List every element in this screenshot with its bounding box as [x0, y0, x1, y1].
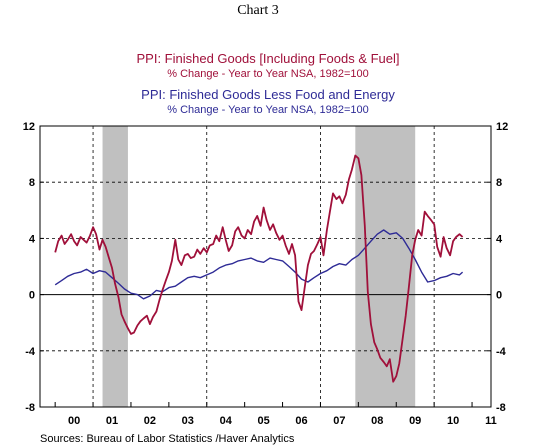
series-2-title: PPI: Finished Goods Less Food and Energy — [141, 87, 395, 102]
x-tick-label: 08 — [371, 415, 383, 427]
x-tick-label: 06 — [295, 415, 307, 427]
x-tick-label: 07 — [333, 415, 345, 427]
y-tick-label-right: 12 — [496, 121, 508, 133]
x-tick-label: 03 — [182, 415, 194, 427]
series-line-1 — [54, 154, 464, 383]
series-1-title: PPI: Finished Goods [Including Foods & F… — [136, 51, 399, 66]
y-tick-label-left: -4 — [25, 346, 36, 358]
x-axis: 00 01 02 03 04 05 06 07 08 09 10 11 — [68, 415, 497, 427]
y-tick-label-left: 4 — [29, 233, 36, 245]
recession-band-2 — [355, 126, 416, 407]
series-line-2 — [54, 229, 464, 300]
y-tick-label-right: 8 — [496, 177, 502, 189]
chart-title: Chart 3 — [237, 3, 279, 18]
series-2-subtitle: % Change - Year to Year NSA, 1982=100 — [167, 104, 369, 116]
x-tick-label: 00 — [68, 415, 80, 427]
y-tick-label-left: 0 — [29, 290, 35, 302]
y-tick-label-left: 12 — [23, 121, 35, 133]
series-lines — [54, 154, 464, 383]
recession-shading — [102, 126, 416, 407]
x-tick-label: 11 — [485, 415, 497, 427]
x-tick-label: 04 — [220, 415, 233, 427]
y-tick-label-right: 4 — [496, 233, 503, 245]
y-tick-label-right: 0 — [496, 290, 502, 302]
x-tick-label: 05 — [257, 415, 269, 427]
series-1-subtitle: % Change - Year to Year NSA, 1982=100 — [167, 68, 369, 80]
source-note: Sources: Bureau of Labor Statistics /Hav… — [40, 433, 295, 445]
y-axis-left: -8 -4 0 4 8 12 — [23, 121, 36, 414]
y-tick-label-right: -4 — [496, 346, 507, 358]
y-tick-label-left: 8 — [29, 177, 35, 189]
y-tick-label-right: -8 — [496, 402, 506, 414]
y-axis-right: -8 -4 0 4 8 12 — [496, 121, 508, 414]
x-tick-label: 09 — [409, 415, 421, 427]
recession-band-1 — [102, 126, 128, 407]
y-tick-label-left: -8 — [25, 402, 35, 414]
grid-lines — [40, 126, 491, 407]
x-tick-label: 01 — [106, 415, 118, 427]
axis-ticks — [40, 125, 491, 408]
x-tick-label: 02 — [144, 415, 156, 427]
x-tick-label: 10 — [447, 415, 459, 427]
plot-frame — [39, 125, 492, 408]
